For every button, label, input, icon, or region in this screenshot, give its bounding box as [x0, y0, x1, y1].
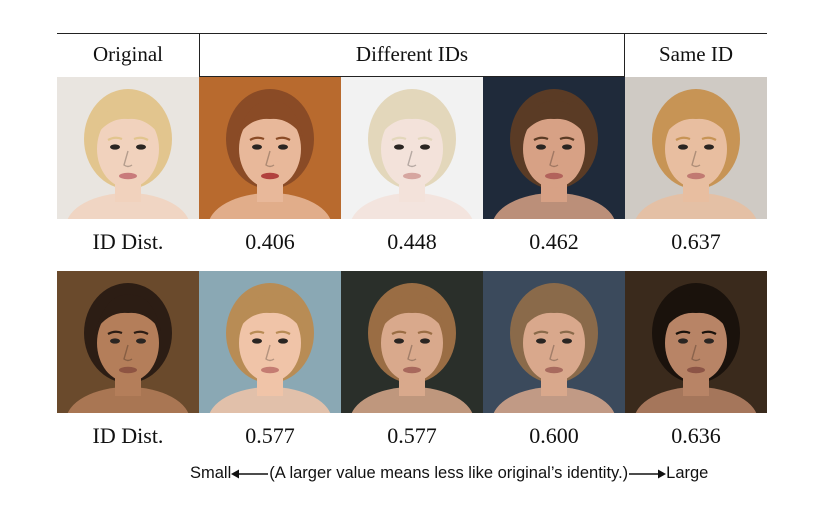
- header-original: Original: [93, 41, 163, 66]
- face-portrait: [341, 271, 483, 413]
- arrow-right-icon: [629, 469, 667, 478]
- face-portrait: [625, 77, 767, 219]
- face-image-different-1b: [341, 77, 483, 219]
- header-rule: [200, 76, 624, 77]
- face-portrait: [483, 77, 625, 219]
- row1-label: ID Dist.: [92, 229, 164, 254]
- face-image-same-1: [625, 77, 767, 219]
- row2-value-4: 0.636: [671, 423, 721, 448]
- face-portrait: [341, 77, 483, 219]
- face-image-same-2: [625, 271, 767, 413]
- face-portrait: [625, 271, 767, 413]
- face-portrait: [483, 271, 625, 413]
- row1-value-3: 0.462: [529, 229, 579, 254]
- divider-left: [199, 33, 200, 77]
- face-image-different-2b: [341, 271, 483, 413]
- face-portrait: [199, 77, 341, 219]
- face-image-different-2c: [483, 271, 625, 413]
- face-image-different-1a: [199, 77, 341, 219]
- divider-right: [624, 33, 625, 77]
- row1-value-2: 0.448: [387, 229, 437, 254]
- top-rule: [57, 33, 767, 34]
- header-same-id: Same ID: [658, 41, 734, 66]
- row2-value-1: 0.577: [245, 423, 295, 448]
- face-portrait: [57, 271, 199, 413]
- row1-value-4: 0.637: [671, 229, 721, 254]
- face-image-original-2: [57, 271, 199, 413]
- caption-large: Large: [666, 464, 709, 482]
- face-image-different-2a: [199, 271, 341, 413]
- face-portrait: [57, 77, 199, 219]
- caption-small: Small: [190, 464, 232, 482]
- caption-middle: (A larger value means less like original…: [269, 464, 629, 482]
- row2-value-2: 0.577: [387, 423, 437, 448]
- row2-value-3: 0.600: [529, 423, 579, 448]
- face-image-different-1c: [483, 77, 625, 219]
- header-different-ids: Different IDs: [355, 41, 469, 66]
- row2-label: ID Dist.: [92, 423, 164, 448]
- figure-caption: Small (A larger value means less like or…: [190, 464, 790, 483]
- face-portrait: [199, 271, 341, 413]
- face-image-original-1: [57, 77, 199, 219]
- row1-value-1: 0.406: [245, 229, 295, 254]
- arrow-left-icon: [231, 469, 269, 478]
